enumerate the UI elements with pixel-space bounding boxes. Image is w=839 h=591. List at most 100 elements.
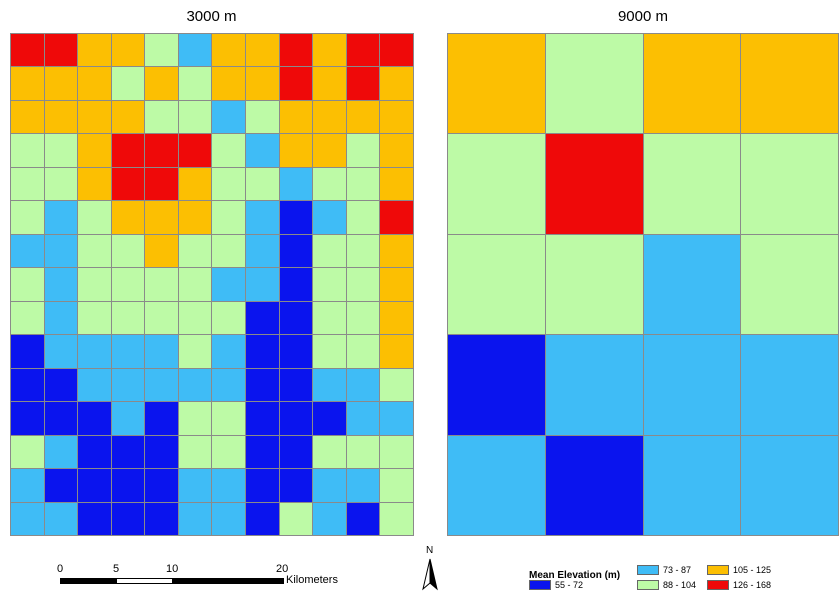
grid-cell [44,268,78,301]
scale-label-0: 0 [57,563,64,575]
grid-cell [78,67,111,100]
grid-cell [111,335,145,368]
legend-swatch [637,565,659,575]
grid-cell [279,201,313,234]
grid-cell [178,134,212,167]
grid-cell [380,435,413,469]
grid-cell [346,469,380,502]
grid-cell [11,167,44,201]
grid-cell [643,435,741,535]
grid-cell [279,67,313,100]
grid-cell [346,368,380,402]
grid-cell [448,234,545,335]
grid-cell [145,335,178,368]
grid-cell [212,435,246,469]
grid-cell [741,134,838,234]
grid-cell [346,301,380,335]
grid-cell [145,34,178,67]
grid-cell [448,335,545,435]
grid-cell [545,34,643,134]
north-arrow: N [420,545,440,591]
grid-cell [212,100,246,134]
grid-cell [279,335,313,368]
grid-cell [78,469,111,502]
grid-cell [346,502,380,535]
grid-cell [380,134,413,167]
grid-cell [78,335,111,368]
grid-cell [11,201,44,234]
grid-cell [145,100,178,134]
grid-cell [246,368,279,402]
grid-cell [11,435,44,469]
scale-label-10: 10 [166,563,179,575]
grid-cell [111,234,145,268]
grid-cell [78,268,111,301]
grid-cell [111,134,145,167]
grid-cell [246,301,279,335]
legend-item: 126 - 168 [707,580,771,590]
grid-cell [346,234,380,268]
grid-cell [178,301,212,335]
grid-cell [145,134,178,167]
grid-cell [44,335,78,368]
legend-label: 105 - 125 [733,565,772,575]
grid-cell [380,502,413,535]
grid-cell [111,469,145,502]
grid-cell [279,469,313,502]
legend-item: 105 - 125 [707,565,771,575]
grid-cell [279,100,313,134]
grid-cell [279,234,313,268]
grid-cell [145,167,178,201]
grid-cell [279,268,313,301]
grid-cell [44,502,78,535]
grid-cell [44,435,78,469]
grid-cell [246,402,279,435]
grid-cell [246,34,279,67]
grid-cell [44,100,78,134]
grid-cell [145,469,178,502]
grid-cell [246,502,279,535]
grid-cell [246,67,279,100]
grid-cell [741,34,838,134]
grid-cell [279,435,313,469]
scale-segment [116,579,172,583]
legend-item: 55 - 72 [529,580,583,590]
grid-cell [178,201,212,234]
grid-cell [44,368,78,402]
grid-cell [643,234,741,335]
scale-label-20: 20 [276,563,289,575]
grid-cell [78,402,111,435]
grid-cell [313,134,346,167]
grid-cell [212,402,246,435]
grid-cell [313,301,346,335]
grid-cell [380,268,413,301]
grid-cell [313,100,346,134]
grid-cell [111,268,145,301]
grid-cell [212,67,246,100]
grid-cell [11,100,44,134]
grid-cell [380,368,413,402]
grid-cell [279,134,313,167]
grid-cell [448,435,545,535]
grid-cell [346,34,380,67]
grid-cell [279,34,313,67]
grid-cell [212,469,246,502]
grid-cell [741,234,838,335]
left-panel-title: 3000 m [186,8,237,25]
grid-cell [78,201,111,234]
grid-cell [313,234,346,268]
grid-cell [212,201,246,234]
legend-swatch [707,565,729,575]
grid-cell [313,268,346,301]
grid-cell [545,234,643,335]
grid-cell [111,435,145,469]
grid-cell [78,34,111,67]
grid-cell [111,100,145,134]
grid-cell [212,167,246,201]
grid-cell [11,134,44,167]
grid-cell [741,335,838,435]
grid-cell [313,34,346,67]
grid-cell [346,435,380,469]
grid-cell [380,67,413,100]
grid-cell [11,268,44,301]
